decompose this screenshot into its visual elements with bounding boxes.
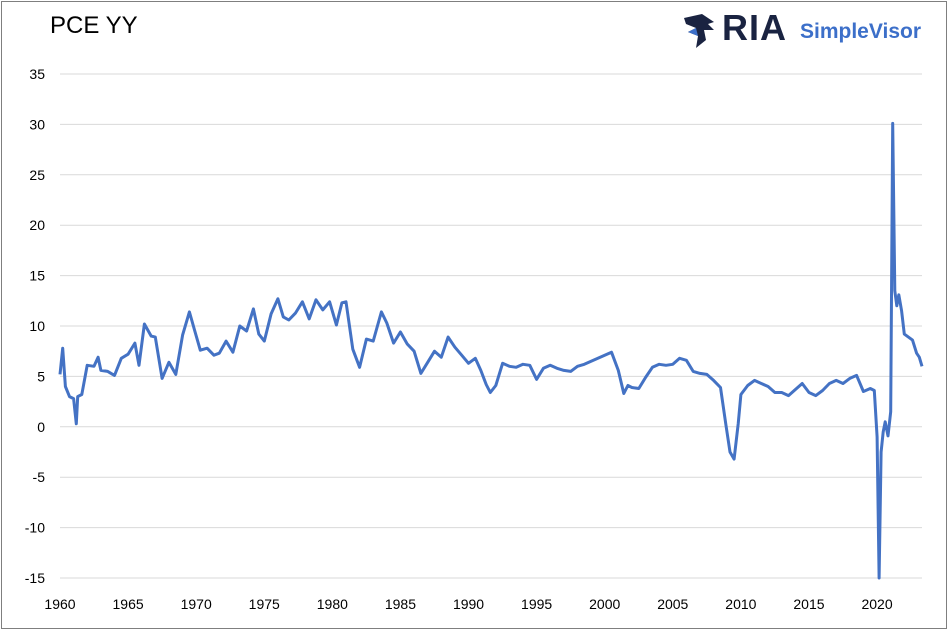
y-axis-ticks: 35 30 25 20 15 10 5 0 -5 -10 -15	[25, 66, 45, 586]
y-tick-label: 35	[29, 66, 45, 82]
y-tick-label: 5	[37, 368, 45, 384]
y-tick-label: -5	[33, 469, 46, 485]
x-tick-label: 2015	[793, 596, 824, 612]
y-tick-label: -15	[25, 570, 45, 586]
x-tick-label: 1965	[113, 596, 144, 612]
eagle-icon	[684, 14, 714, 48]
x-tick-label: 1970	[181, 596, 212, 612]
y-tick-label: 30	[29, 116, 45, 132]
logo-product-text: SimpleVisor	[800, 20, 921, 43]
x-tick-label: 1975	[249, 596, 280, 612]
y-tick-label: 20	[29, 217, 45, 233]
y-tick-label: 25	[29, 167, 45, 183]
x-tick-label: 2000	[589, 596, 620, 612]
gridlines	[60, 73, 922, 579]
x-tick-label: 1990	[453, 596, 484, 612]
x-tick-label: 1995	[521, 596, 552, 612]
series-line	[58, 121, 924, 580]
y-tick-label: 15	[29, 268, 45, 284]
x-axis-ticks: 1960 1965 1970 1975 1980 1985 1990 1995 2000 2005…	[44, 596, 892, 612]
x-tick-label: 2005	[657, 596, 688, 612]
x-tick-label: 2020	[861, 596, 892, 612]
y-tick-label: -10	[25, 520, 45, 536]
x-tick-label: 1985	[385, 596, 416, 612]
ria-logo: RIA SimpleVisor	[680, 7, 930, 50]
x-tick-label: 1980	[317, 596, 348, 612]
x-tick-label: 2010	[725, 596, 756, 612]
y-tick-label: 10	[29, 318, 45, 334]
chart-title: PCE YY	[50, 12, 138, 39]
logo-brand-text: RIA	[722, 7, 787, 48]
y-tick-label: 0	[37, 419, 45, 435]
x-tick-label: 1960	[44, 596, 75, 612]
